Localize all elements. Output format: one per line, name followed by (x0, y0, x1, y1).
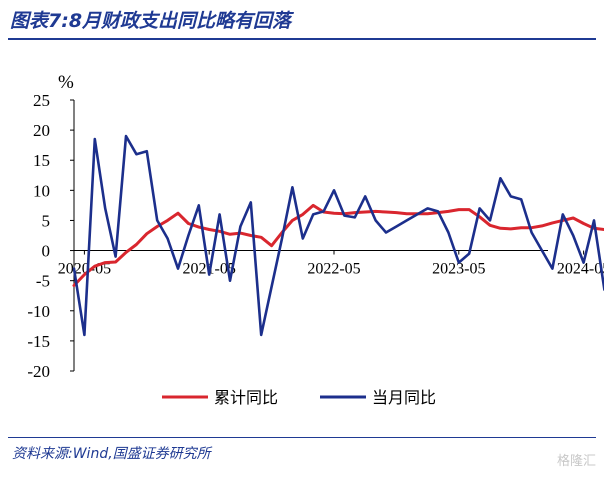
y-tick-label: 5 (42, 211, 51, 230)
legend-label-1: 累计同比 (214, 389, 278, 407)
series-line-2 (72, 134, 604, 337)
y-tick-label: 20 (33, 121, 50, 140)
y-unit-label: % (58, 72, 74, 93)
chart-legend: 累计同比 当月同比 (162, 389, 436, 407)
legend-label-2: 当月同比 (372, 389, 436, 407)
x-tick-label: 2022-05 (307, 261, 360, 278)
chart-title: 图表7:8月财政支出同比略有回落 (10, 10, 292, 32)
y-tick-label: -15 (27, 332, 50, 351)
y-tick-label: 10 (33, 181, 50, 200)
source-divider (8, 437, 596, 438)
source-note: 资料来源:Wind,国盛证券研究所 (12, 446, 211, 462)
x-tick-label: 2024-05 (557, 261, 604, 278)
y-tick-label: -20 (27, 362, 50, 381)
y-tick-label: 0 (42, 242, 51, 261)
watermark-logo: 格隆汇 (556, 454, 596, 469)
series-line-1 (72, 203, 604, 287)
y-tick-label: -10 (27, 302, 50, 321)
x-tick-label: 2023-05 (432, 261, 485, 278)
y-tick-label: 15 (33, 151, 50, 170)
series-layer (72, 134, 604, 337)
title-divider (8, 38, 596, 40)
y-tick-label: 25 (33, 91, 50, 110)
y-tick-label: -5 (36, 272, 50, 291)
